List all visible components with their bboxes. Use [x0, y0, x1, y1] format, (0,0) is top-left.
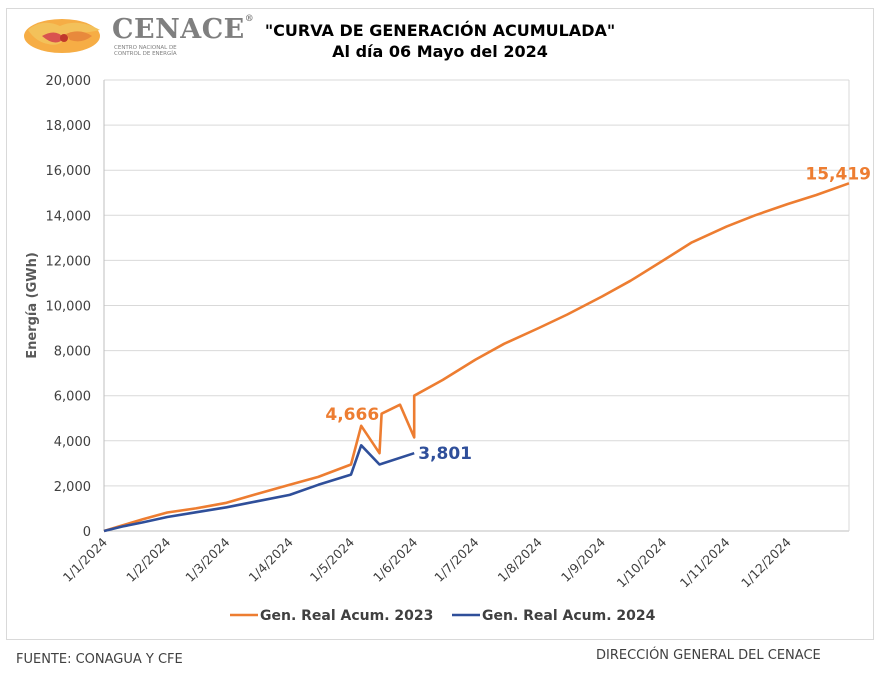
y-tick-label: 20,000 — [46, 74, 92, 89]
series-line-2 — [103, 444, 415, 533]
x-tick-label: 1/6/2024 — [370, 534, 420, 584]
legend-label-2: Gen. Real Acum. 2024 — [482, 608, 656, 624]
source-note: FUENTE: CONAGUA Y CFE — [16, 652, 183, 667]
x-tick-label: 1/8/2024 — [495, 534, 545, 584]
author-note: DIRECCIÓN GENERAL DEL CENACE — [596, 648, 821, 663]
chart-title-line1: "CURVA DE GENERACIÓN ACUMULADA" — [264, 21, 616, 40]
y-tick-label: 14,000 — [46, 209, 92, 224]
chart-title: "CURVA DE GENERACIÓN ACUMULADA" Al día 0… — [230, 20, 650, 62]
legend: Gen. Real Acum. 2023 Gen. Real Acum. 2024 — [230, 608, 656, 624]
chart-title-line2: Al día 06 Mayo del 2024 — [332, 42, 548, 61]
y-tick-label: 4,000 — [54, 435, 91, 450]
x-tick-label: 1/3/2024 — [182, 534, 232, 584]
series-mid-label-2023: 4,666 — [325, 405, 379, 425]
x-tick-label: 1/1/2024 — [60, 534, 110, 584]
y-tick-label: 8,000 — [54, 345, 91, 360]
x-tick-label: 1/4/2024 — [246, 534, 296, 584]
y-tick-label: 2,000 — [54, 480, 91, 495]
series-end-label-2023: 15,419 — [805, 164, 871, 184]
series-layer — [103, 182, 850, 533]
logo-name: CENACE® — [112, 14, 255, 45]
y-tick-label: 16,000 — [46, 164, 92, 179]
y-tick-label: 10,000 — [46, 300, 92, 315]
label-layer: 15,419 4,666 3,801 — [325, 164, 871, 464]
logo-subtitle: CENTRO NACIONAL DE CONTROL DE ENERGÍA — [114, 45, 177, 57]
y-tick-label: 6,000 — [54, 390, 91, 405]
axis-layer: 0 2,000 4,000 6,000 8,000 10,000 12,000 14,000 1… — [25, 74, 850, 590]
y-axis-label: Energía (GWh) — [25, 252, 40, 359]
y-tick-label: 12,000 — [46, 254, 92, 269]
grid-layer — [104, 79, 849, 532]
x-tick-label: 1/9/2024 — [558, 534, 608, 584]
series-end-label-2024: 3,801 — [418, 444, 472, 464]
line-chart: 0 2,000 4,000 6,000 8,000 10,000 12,000 14,000 1… — [25, 74, 871, 624]
y-tick-label: 18,000 — [46, 119, 92, 134]
x-tick-label: 1/2/2024 — [123, 534, 173, 584]
cenace-logo-icon — [24, 19, 100, 53]
series-line-1 — [103, 182, 850, 533]
legend-label-1: Gen. Real Acum. 2023 — [260, 608, 433, 624]
y-tick-label: 0 — [83, 525, 91, 540]
x-tick-label: 1/7/2024 — [431, 534, 481, 584]
chart-frame — [6, 8, 874, 640]
x-tick-label: 1/5/2024 — [307, 534, 357, 584]
x-tick-label: 1/10/2024 — [613, 534, 669, 590]
x-tick-label: 1/11/2024 — [677, 534, 733, 590]
x-tick-label: 1/12/2024 — [738, 534, 794, 590]
cenace-logo: CENACE® CENTRO NACIONAL DE CONTROL DE EN… — [22, 12, 254, 62]
